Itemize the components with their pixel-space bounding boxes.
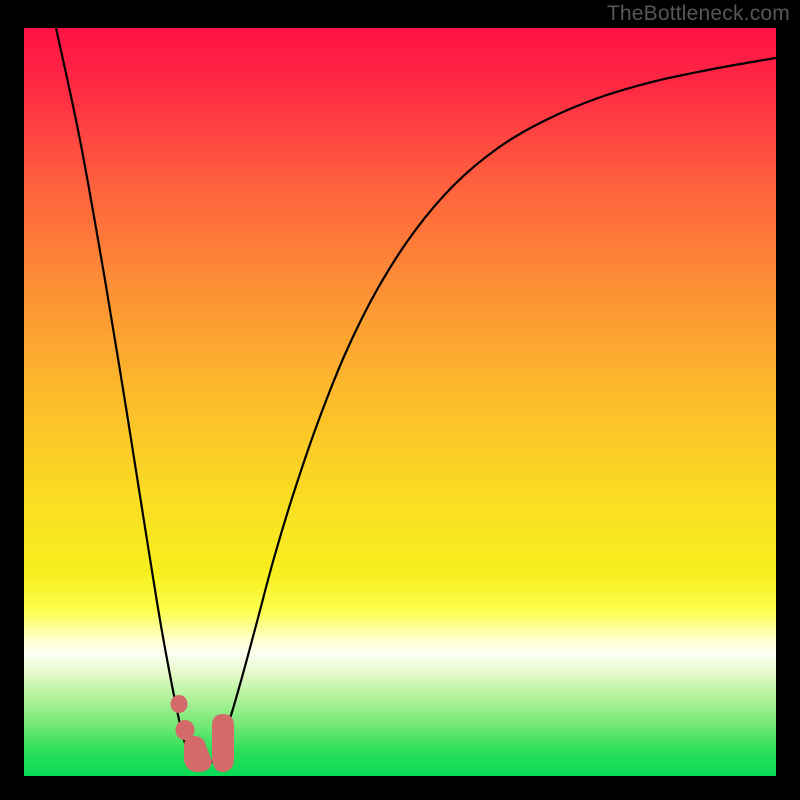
- marker-lobe: [171, 695, 188, 713]
- gradient-background: [24, 28, 776, 776]
- chart-stage: TheBottleneck.com: [0, 0, 800, 800]
- watermark-text: TheBottleneck.com: [607, 2, 790, 26]
- bottleneck-chart: [0, 0, 800, 800]
